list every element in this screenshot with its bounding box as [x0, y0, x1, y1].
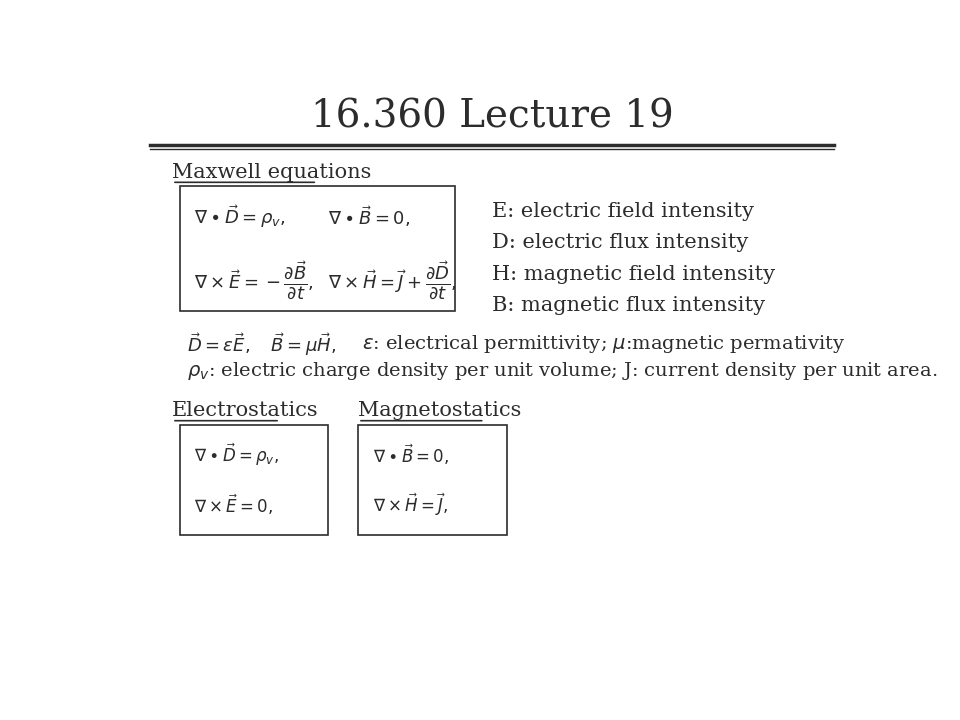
Text: $\nabla \times \vec{E} = 0,$: $\nabla \times \vec{E} = 0,$ [194, 492, 274, 517]
Text: $\nabla \times \vec{E} = -\dfrac{\partial \vec{B}}{\partial t},$: $\nabla \times \vec{E} = -\dfrac{\partia… [194, 260, 314, 301]
Text: B: magnetic flux intensity: B: magnetic flux intensity [492, 297, 765, 315]
Text: $\rho_v$: electric charge density per unit volume; J: current density per unit a: $\rho_v$: electric charge density per un… [187, 360, 937, 382]
FancyBboxPatch shape [180, 425, 328, 536]
FancyBboxPatch shape [358, 425, 507, 536]
Text: Electrostatics: Electrostatics [172, 401, 319, 420]
Text: Magnetostatics: Magnetostatics [358, 401, 521, 420]
Text: $\varepsilon$: electrical permittivity; $\mu$:magnetic permativity: $\varepsilon$: electrical permittivity; … [362, 333, 845, 355]
Text: $\nabla \bullet \vec{B} = 0,$: $\nabla \bullet \vec{B} = 0,$ [372, 443, 449, 467]
Text: D: electric flux intensity: D: electric flux intensity [492, 233, 749, 252]
Text: H: magnetic field intensity: H: magnetic field intensity [492, 265, 775, 284]
Text: $\nabla \times \vec{H} = \vec{J} + \dfrac{\partial \vec{D}}{\partial t},$: $\nabla \times \vec{H} = \vec{J} + \dfra… [328, 260, 457, 301]
FancyBboxPatch shape [180, 186, 455, 311]
Text: 16.360 Lecture 19: 16.360 Lecture 19 [311, 99, 673, 135]
Text: $\nabla \bullet \vec{B} = 0,$: $\nabla \bullet \vec{B} = 0,$ [328, 204, 411, 229]
Text: $\nabla \times \vec{H} = \vec{J},$: $\nabla \times \vec{H} = \vec{J},$ [372, 492, 448, 518]
Text: Maxwell equations: Maxwell equations [172, 163, 372, 182]
Text: $\nabla \bullet \vec{D} = \rho_v,$: $\nabla \bullet \vec{D} = \rho_v,$ [194, 442, 279, 468]
Text: $\vec{D} = \varepsilon\vec{E},\quad \vec{B} = \mu\vec{H},$: $\vec{D} = \varepsilon\vec{E},\quad \vec… [187, 330, 336, 358]
Text: $\nabla \bullet \vec{D} = \rho_v,$: $\nabla \bullet \vec{D} = \rho_v,$ [194, 203, 286, 230]
Text: E: electric field intensity: E: electric field intensity [492, 202, 754, 220]
